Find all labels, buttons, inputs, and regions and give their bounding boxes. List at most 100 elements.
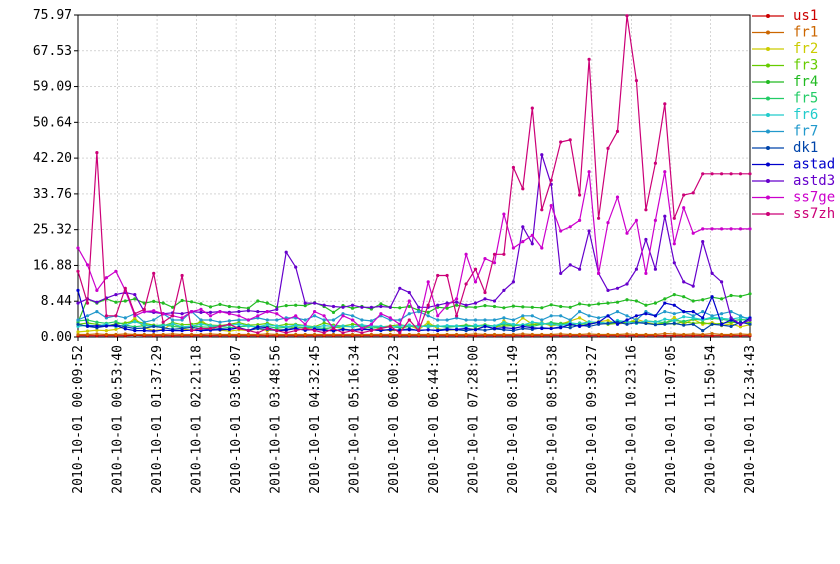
data-point bbox=[663, 332, 666, 335]
data-point bbox=[540, 333, 543, 336]
data-point bbox=[635, 79, 638, 82]
data-point bbox=[502, 316, 505, 319]
data-point bbox=[531, 333, 534, 336]
data-point bbox=[209, 311, 212, 314]
data-point bbox=[171, 314, 174, 317]
data-point bbox=[455, 304, 458, 307]
data-point bbox=[86, 324, 89, 327]
data-point bbox=[162, 302, 165, 305]
data-point bbox=[105, 314, 108, 317]
legend-marker bbox=[766, 47, 770, 51]
data-point bbox=[673, 217, 676, 220]
data-point bbox=[417, 306, 420, 309]
data-point bbox=[218, 310, 221, 313]
legend-label: fr2 bbox=[793, 41, 818, 57]
data-point bbox=[436, 329, 439, 332]
data-point bbox=[427, 314, 430, 317]
data-point bbox=[673, 242, 676, 245]
data-point bbox=[531, 234, 534, 237]
legend-label: fr3 bbox=[793, 58, 818, 74]
legend-item-fr3: fr3 bbox=[752, 58, 818, 74]
data-point bbox=[578, 302, 581, 305]
data-point bbox=[569, 138, 572, 141]
data-point bbox=[692, 299, 695, 302]
data-point bbox=[351, 307, 354, 310]
data-point bbox=[427, 304, 430, 307]
data-point bbox=[625, 332, 628, 335]
data-point bbox=[663, 302, 666, 305]
data-point bbox=[408, 318, 411, 321]
data-point bbox=[663, 323, 666, 326]
data-point bbox=[76, 323, 79, 326]
data-point bbox=[531, 326, 534, 329]
data-point bbox=[578, 310, 581, 313]
data-point bbox=[483, 297, 486, 300]
data-point bbox=[465, 333, 468, 336]
data-point bbox=[455, 324, 458, 327]
data-point bbox=[606, 289, 609, 292]
data-point bbox=[294, 314, 297, 317]
data-point bbox=[436, 325, 439, 328]
data-point bbox=[114, 324, 117, 327]
data-point bbox=[578, 193, 581, 196]
data-point bbox=[323, 324, 326, 327]
legend-item-fr6: fr6 bbox=[752, 107, 818, 123]
data-point bbox=[616, 196, 619, 199]
data-point bbox=[341, 306, 344, 309]
y-tick-label: 50.64 bbox=[33, 115, 72, 130]
data-point bbox=[569, 225, 572, 228]
data-point bbox=[673, 322, 676, 325]
data-point bbox=[663, 297, 666, 300]
data-point bbox=[370, 329, 373, 332]
x-tick-label: 2010-10-01 00:09:52 bbox=[71, 345, 86, 494]
data-point bbox=[512, 246, 515, 249]
legend-label: fr4 bbox=[793, 74, 818, 90]
data-point bbox=[692, 332, 695, 335]
data-point bbox=[692, 310, 695, 313]
data-point bbox=[521, 187, 524, 190]
data-point bbox=[266, 332, 269, 335]
data-point bbox=[427, 328, 430, 331]
data-point bbox=[199, 318, 202, 321]
data-point bbox=[606, 322, 609, 325]
y-tick-label: 33.76 bbox=[33, 187, 72, 202]
data-point bbox=[408, 291, 411, 294]
data-point bbox=[398, 331, 401, 334]
data-point bbox=[256, 299, 259, 302]
data-point bbox=[502, 253, 505, 256]
data-point bbox=[644, 304, 647, 307]
data-point bbox=[531, 107, 534, 110]
data-point bbox=[228, 328, 231, 331]
data-point bbox=[521, 240, 524, 243]
data-point bbox=[436, 314, 439, 317]
data-point bbox=[748, 323, 751, 326]
data-point bbox=[569, 306, 572, 309]
data-point bbox=[540, 318, 543, 321]
legend-marker bbox=[766, 113, 770, 117]
data-point bbox=[635, 314, 638, 317]
data-point bbox=[502, 321, 505, 324]
data-point bbox=[720, 280, 723, 283]
data-point bbox=[95, 289, 98, 292]
data-point bbox=[171, 332, 174, 335]
data-point bbox=[190, 329, 193, 332]
data-point bbox=[143, 329, 146, 332]
data-point bbox=[559, 229, 562, 232]
data-point bbox=[474, 280, 477, 283]
data-point bbox=[152, 325, 155, 328]
data-point bbox=[275, 308, 278, 311]
data-point bbox=[682, 310, 685, 313]
data-point bbox=[597, 333, 600, 336]
data-point bbox=[256, 314, 259, 317]
data-point bbox=[550, 303, 553, 306]
data-point bbox=[730, 227, 733, 230]
data-point bbox=[644, 333, 647, 336]
data-point bbox=[711, 314, 714, 317]
legend-label: ss7ge bbox=[793, 190, 835, 206]
data-point bbox=[389, 316, 392, 319]
data-point bbox=[133, 320, 136, 323]
data-point bbox=[304, 318, 307, 321]
data-point bbox=[133, 329, 136, 332]
data-point bbox=[181, 333, 184, 336]
data-point bbox=[313, 310, 316, 313]
